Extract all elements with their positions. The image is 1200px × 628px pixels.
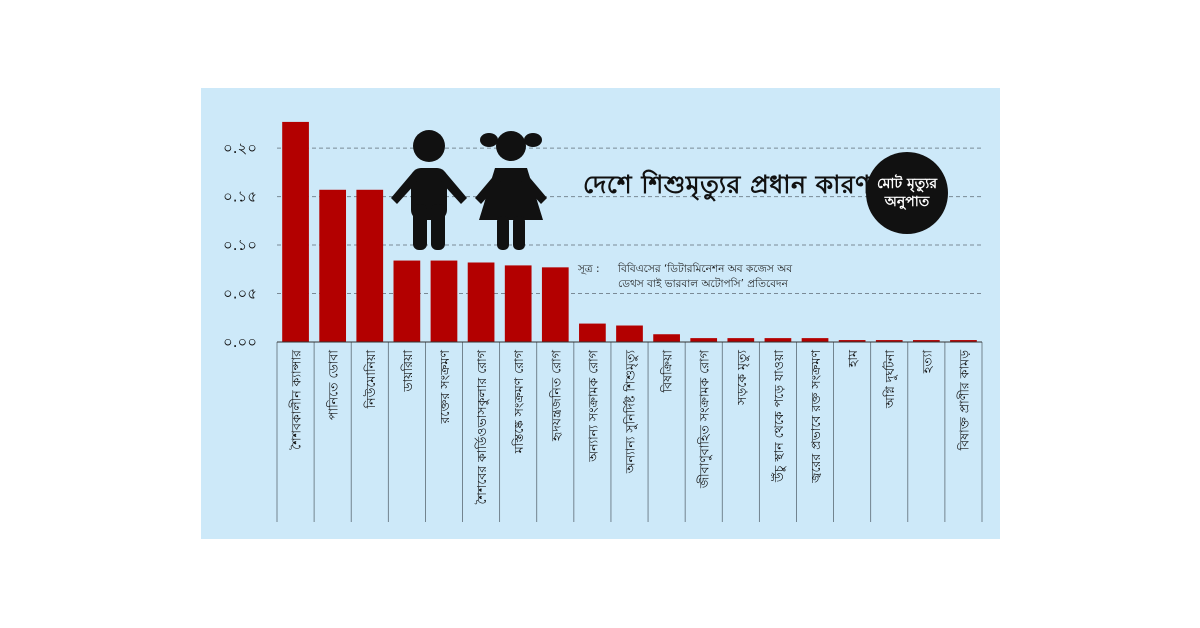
bar bbox=[838, 340, 866, 342]
x-tick-label: নিউমোনিয়া bbox=[363, 350, 378, 410]
y-tick-label: ০.২০ bbox=[223, 139, 257, 157]
x-tick-label: পানিতে ডোবা bbox=[326, 350, 341, 420]
x-tick-label: অগ্নি দুর্ঘটনা bbox=[882, 350, 898, 409]
bar bbox=[764, 338, 792, 342]
bar bbox=[541, 267, 569, 342]
ylabel-badge: মোট মৃত্যুর অনুপাত bbox=[866, 152, 948, 234]
badge-line-1: মোট মৃত্যুর bbox=[876, 176, 938, 192]
girl-icon bbox=[475, 131, 547, 250]
bar bbox=[690, 338, 718, 342]
x-tick-label: হত্যা bbox=[919, 350, 934, 375]
bar bbox=[356, 189, 384, 342]
x-tick-label: বিষক্রিয়া bbox=[660, 350, 675, 394]
source-line-2: ডেথস বাই ভারবাল অটোপসি’ প্রতিবেদন bbox=[618, 278, 788, 290]
chart-panel: ০.০০ ০.০৫ ০.১০ ০.১৫ ০.২০ শৈশবকালীন ক্যান্সার… bbox=[201, 88, 1000, 539]
x-tick-label: মস্তিষ্কে সংক্রমণ রোগ bbox=[511, 349, 526, 454]
y-tick-label: ০.০০ bbox=[223, 333, 257, 351]
x-tick-label: বিষাক্ত প্রাণীর কামড় bbox=[956, 349, 971, 451]
y-tick-label: ০.০৫ bbox=[223, 285, 257, 303]
bar-chart: ০.০০ ০.০৫ ০.১০ ০.১৫ ০.২০ শৈশবকালীন ক্যান্সার… bbox=[223, 121, 983, 522]
bar bbox=[801, 338, 829, 342]
bar bbox=[727, 338, 755, 342]
x-tick-label: হাম bbox=[845, 349, 860, 368]
bar bbox=[950, 340, 977, 342]
x-tick-label: জীবাণুবাহিত সংক্রামক রোগ bbox=[697, 349, 713, 489]
x-tick-label: অন্যান্য সংক্রামক রোগ bbox=[585, 349, 600, 463]
y-tick-label: ০.১৫ bbox=[223, 188, 257, 206]
x-tick-label: জ্বরের প্রভাবে রক্ত সংক্রমণ bbox=[808, 349, 823, 484]
bar bbox=[504, 265, 532, 342]
boy-icon bbox=[391, 130, 467, 250]
x-tick-label: ডায়রিয়া bbox=[400, 350, 415, 393]
bar bbox=[875, 340, 903, 342]
children-illustration bbox=[391, 130, 547, 250]
x-tick-label: উঁচু স্থান থেকে পড়ে যাওয়া bbox=[771, 350, 787, 483]
bar bbox=[430, 260, 458, 342]
bar bbox=[282, 121, 309, 342]
source-line-1: বিবিএসের ‘ডিটারমিনেশন অব কজেস অব bbox=[618, 263, 793, 275]
chart-title: দেশে শিশুমৃত্যুর প্রধান কারণ bbox=[583, 170, 871, 199]
bar bbox=[616, 325, 643, 342]
source-label: সূত্র : bbox=[578, 263, 600, 275]
bar bbox=[319, 189, 347, 342]
x-tick-label: শৈশবকালীন ক্যান্সার bbox=[289, 349, 304, 450]
bar bbox=[393, 260, 421, 342]
bar bbox=[579, 323, 606, 342]
x-tick-label: রক্তের সংক্রমণ bbox=[437, 349, 452, 425]
x-tick-label: হৃদযন্ত্রজনিত রোগ bbox=[548, 349, 563, 442]
bar bbox=[912, 340, 940, 342]
source-note: সূত্র : বিবিএসের ‘ডিটারমিনেশন অব কজেস অব … bbox=[578, 262, 792, 292]
x-tick-label: সড়কে মৃত্যু bbox=[734, 350, 750, 406]
x-tick-label: অন্যান্য সুনির্দিষ্ট শিশুমৃত্যু bbox=[623, 350, 639, 475]
bar bbox=[653, 334, 680, 342]
x-tick-label: শৈশবের কার্ডিওভাসকুলার রোগ bbox=[474, 349, 490, 504]
bar bbox=[467, 262, 495, 342]
badge-line-2: অনুপাত bbox=[884, 194, 930, 210]
y-tick-label: ০.১০ bbox=[223, 236, 257, 254]
